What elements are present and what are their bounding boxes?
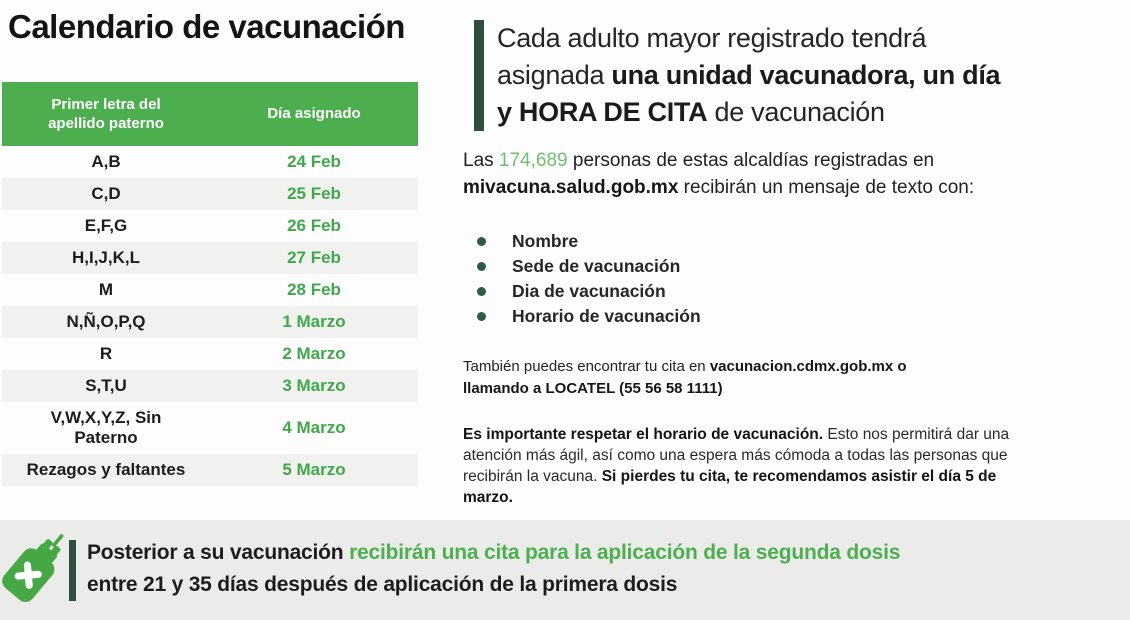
list-item: Horario de vacunación	[477, 306, 701, 326]
table-row: C,D 25 Feb	[2, 178, 418, 210]
registered-paragraph: Las 174,689 personas de estas alcaldías …	[463, 150, 975, 198]
importante-paragraph: Es importante respetar el horario de vac…	[463, 426, 1010, 506]
table-row: R 2 Marzo	[2, 338, 418, 370]
list-item-label: Nombre	[512, 231, 579, 251]
table-row: S,T,U 3 Marzo	[2, 370, 418, 402]
day-cell: 4 Marzo	[282, 418, 346, 437]
calendar-table-body: A,B 24 Feb C,D 25 Feb E,F,G 26 Feb H,I,J,K,L 27…	[2, 146, 418, 486]
day-cell: 25 Feb	[287, 184, 341, 203]
registered-count: 174,689	[498, 150, 568, 171]
list-item: Sede de vacunación	[477, 256, 701, 276]
day-cell: 28 Feb	[287, 280, 341, 299]
day-cell: 5 Marzo	[282, 460, 346, 479]
cita-paragraph: También puedes encontrar tu cita en vacu…	[463, 358, 907, 397]
day-cell: 3 Marzo	[282, 376, 346, 395]
list-item-label: Horario de vacunación	[512, 306, 701, 326]
table-row: M 28 Feb	[2, 274, 418, 306]
second-dose-banner: Posterior a su vacunación recibirán una …	[0, 520, 1130, 620]
letters-cell: R	[99, 344, 113, 363]
table-row: A,B 24 Feb	[2, 146, 418, 178]
banner-accent-bar	[69, 540, 76, 601]
day-cell: 1 Marzo	[282, 312, 346, 331]
table-row: Rezagos y faltantes 5 Marzo	[2, 454, 418, 486]
list-item-label: Sede de vacunación	[512, 256, 681, 276]
letters-cell: N,Ñ,O,P,Q	[66, 312, 146, 331]
list-item: Dia de vacunación	[477, 281, 701, 301]
banner-green-text: recibirán una cita para la aplicación de…	[349, 541, 901, 564]
day-cell: 26 Feb	[287, 216, 341, 235]
table-row: V,W,X,Y,Z, Sin Paterno 4 Marzo	[2, 402, 418, 454]
table-row: E,F,G 26 Feb	[2, 210, 418, 242]
col-header-letters: Primer letra del apellido paterno	[2, 82, 210, 146]
table-row: N,Ñ,O,P,Q 1 Marzo	[2, 306, 418, 338]
syringe-icon	[2, 534, 64, 603]
bullet-dot-icon	[477, 287, 486, 296]
col-header-day: Día asignado	[210, 82, 418, 146]
letters-cell: S,T,U	[85, 376, 127, 395]
day-cell: 24 Feb	[287, 152, 341, 171]
site-mivacuna: mivacuna.salud.gob.mx	[463, 177, 679, 198]
day-cell: 27 Feb	[287, 248, 341, 267]
headline: Cada adulto mayor registrado tendrá asig…	[474, 20, 1129, 131]
bullet-dot-icon	[477, 262, 486, 271]
vaccination-calendar-table: Primer letra del apellido paterno Día as…	[2, 82, 418, 486]
page-title: Calendario de vacunación	[8, 8, 405, 45]
bullet-dot-icon	[477, 237, 486, 246]
site-vacunacion-cdmx: vacunacion.cdmx.gob.mx o llamando a LOCA…	[463, 358, 907, 397]
table-row: H,I,J,K,L 27 Feb	[2, 242, 418, 274]
letters-cell: H,I,J,K,L	[71, 248, 140, 267]
letters-cell: M	[98, 280, 114, 299]
headline-text: Cada adulto mayor registrado tendrá asig…	[497, 23, 1001, 127]
table-header-row: Primer letra del apellido paterno Día as…	[2, 82, 418, 146]
sms-contents-list: Nombre Sede de vacunación Dia de vacunació…	[477, 231, 701, 331]
list-item-label: Dia de vacunación	[512, 281, 666, 301]
letters-cell: A,B	[91, 152, 121, 171]
day-cell: 2 Marzo	[282, 344, 346, 363]
banner-text: Posterior a su vacunación recibirán una …	[87, 541, 901, 596]
bullet-dot-icon	[477, 312, 486, 321]
list-item: Nombre	[477, 231, 701, 251]
letters-cell: V,W,X,Y,Z, Sin Paterno	[50, 408, 162, 447]
letters-cell: C,D	[91, 184, 121, 203]
headline-accent-bar	[474, 20, 484, 131]
letters-cell: E,F,G	[84, 216, 128, 235]
letters-cell: Rezagos y faltantes	[26, 460, 186, 479]
